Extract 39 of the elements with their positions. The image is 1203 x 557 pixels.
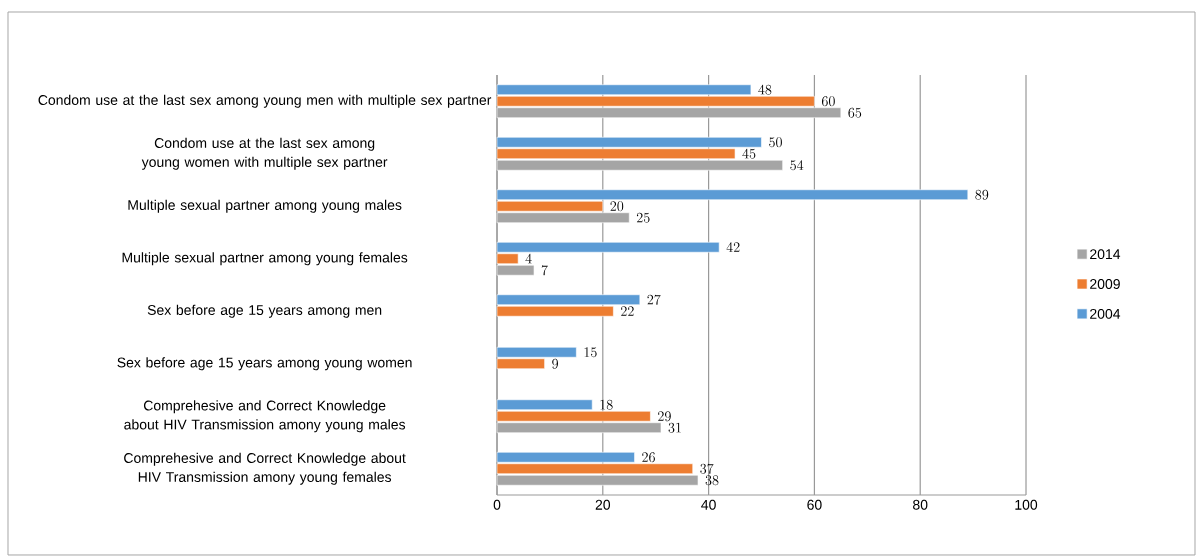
y-tick-label: Multiple sexual partner among young males (128, 199, 402, 213)
y-tick-label: Sex before age 15 years among young women (117, 357, 412, 371)
data-label: 37 (700, 463, 714, 474)
y-tick-label: Comprehesive and Correct Knowledge about HIV Transmission amony young females (124, 452, 406, 485)
y-tick-label: Sex before age 15 years among men (147, 304, 382, 318)
data-label: 31 (668, 422, 681, 433)
data-label: 27 (647, 294, 661, 305)
y-tick-label: Condom use at the last sex among young women with multiple sex partner (141, 137, 388, 170)
data-label: 48 (758, 84, 772, 95)
data-label: 89 (975, 189, 989, 200)
x-tick-label: 100 (1015, 499, 1038, 510)
data-label: 22 (621, 306, 634, 316)
data-label: 20 (610, 201, 624, 212)
legend-label: 2014 (1090, 249, 1121, 260)
x-tick-label: 40 (701, 499, 716, 510)
data-label: 4 (525, 253, 532, 264)
y-tick-label: Comprehesive and Correct Knowledge about HIV Transmission amony young males (124, 400, 406, 433)
data-label: 50 (769, 137, 782, 148)
data-label: 65 (848, 107, 862, 118)
data-label: 26 (642, 452, 655, 463)
data-label: 9 (552, 358, 559, 369)
legend-label: 2009 (1090, 279, 1120, 289)
x-tick-label: 60 (807, 499, 822, 510)
data-label: 45 (742, 148, 756, 159)
data-label: 15 (584, 347, 597, 358)
data-label: 29 (658, 411, 671, 422)
y-tick-label: Condom use at the last sex among young men with multiple sex partner (38, 94, 492, 108)
data-label: 18 (600, 399, 613, 410)
data-label: 7 (541, 265, 548, 276)
y-tick-label: Multiple sexual partner among young females (122, 252, 408, 266)
legend-label: 2004 (1090, 308, 1121, 319)
data-label: 42 (726, 242, 740, 252)
x-tick-label: 80 (913, 499, 928, 510)
data-label: 54 (790, 160, 804, 171)
x-tick-label: 20 (595, 499, 611, 510)
data-label: 25 (636, 212, 650, 223)
data-label: 60 (821, 96, 835, 107)
x-tick-label: 0 (493, 499, 501, 510)
data-label: 38 (705, 475, 719, 486)
